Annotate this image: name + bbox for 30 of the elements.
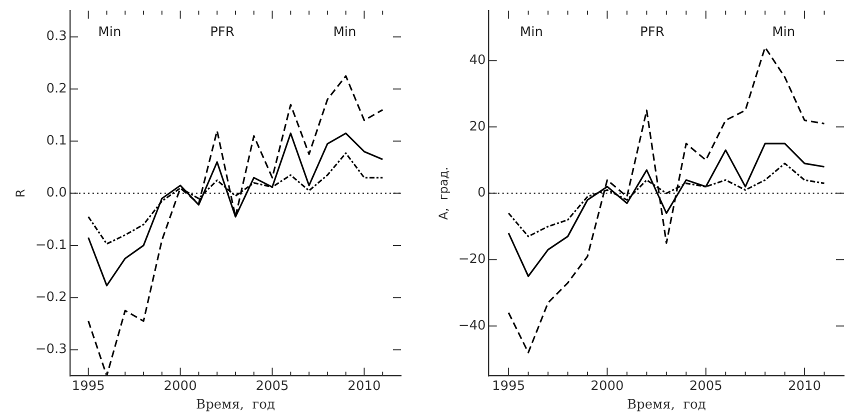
x-tick-label: 2000 (164, 378, 197, 394)
x-tick-label: 1995 (72, 378, 105, 394)
y-tick-label: 40 (469, 52, 486, 68)
annotation: Min (98, 25, 122, 40)
annotation: Min (772, 25, 796, 40)
annotation: Min (520, 25, 543, 40)
y-tick-label: −40 (458, 318, 486, 334)
annotation: Min (333, 25, 356, 40)
y-tick-label: 0.0 (46, 186, 67, 201)
x-tick-label: 2005 (689, 378, 722, 394)
y-tick-label: 0 (478, 186, 486, 201)
y-tick-label: 0.3 (46, 29, 67, 44)
y-tick-label: −20 (458, 252, 486, 268)
y-tick-label: −0.2 (35, 290, 67, 305)
x-tick-label: 2005 (256, 378, 289, 394)
y-tick-label: 0.1 (46, 134, 67, 149)
annotation: PFR (640, 25, 664, 40)
x-axis-title: Время, год (196, 398, 275, 413)
x-tick-label: 1995 (492, 378, 526, 394)
x-axis-title: Время, год (626, 398, 706, 413)
y-tick-label: −0.1 (35, 238, 67, 253)
y-tick-label: 0.2 (46, 81, 67, 96)
y-axis-title: A, град. (436, 166, 450, 220)
x-tick-label: 2010 (348, 378, 381, 394)
x-tick-label: 2010 (788, 378, 822, 394)
x-tick-label: 2000 (590, 378, 624, 394)
y-tick-label: 20 (469, 119, 486, 134)
y-tick-label: −0.3 (35, 342, 67, 358)
annotation: PFR (210, 25, 234, 40)
y-axis-title: R (13, 189, 28, 198)
